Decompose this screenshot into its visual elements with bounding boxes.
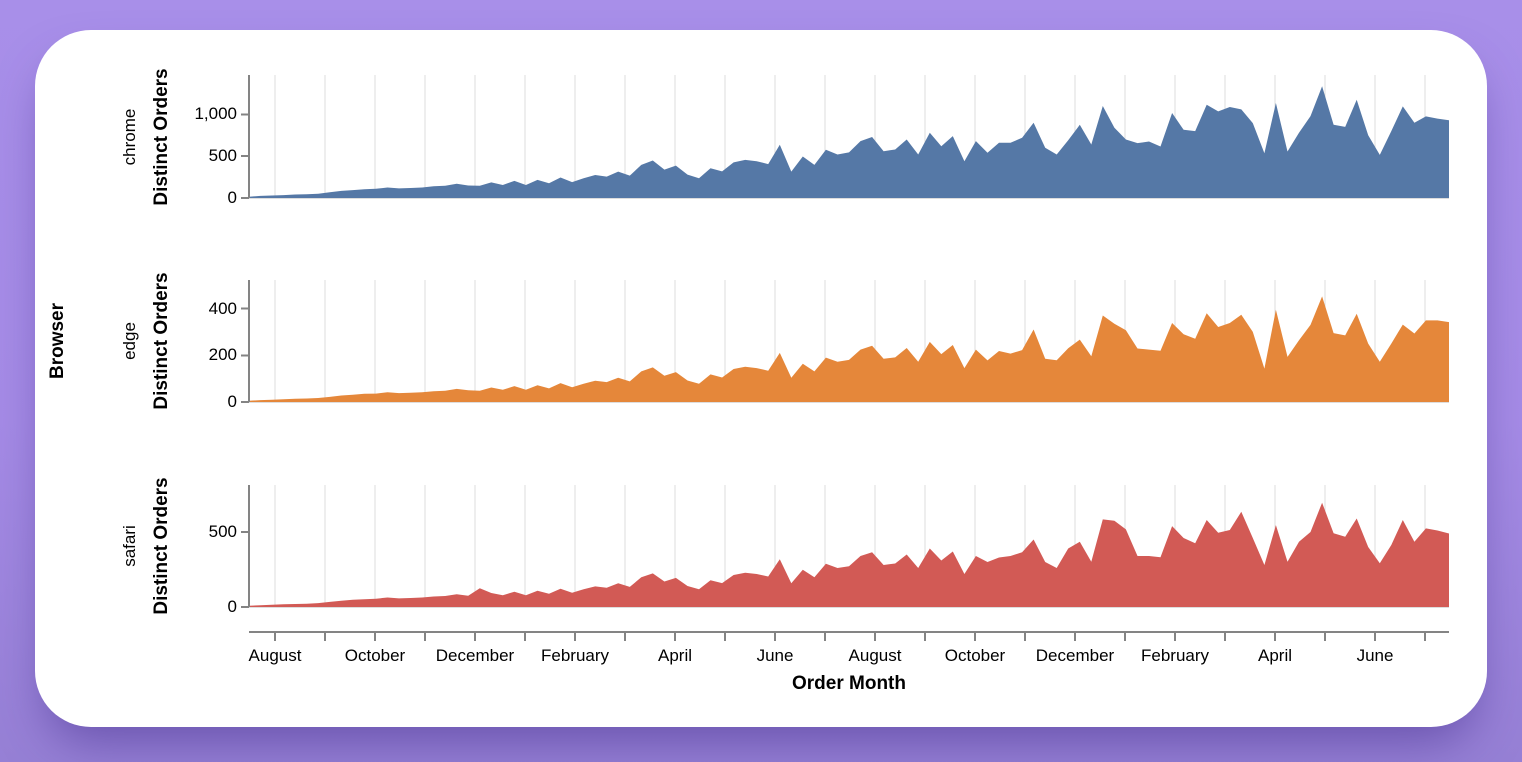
y-axis-title-safari: Distinct Orders [151,477,172,615]
y-axis-title-chrome: Distinct Orders [151,67,172,206]
x-tick-label: June [1356,646,1394,665]
facet-edge [241,280,1449,404]
x-tick-label: August [848,646,902,665]
x-tick-label: June [756,646,794,665]
x-tick-label: February [1140,646,1210,665]
facet-row-label-edge: edge [120,322,139,360]
x-tick-label: December [1035,646,1115,665]
x-tick-label: April [657,646,692,665]
y-tick-label: 0 [227,597,237,616]
x-axis [249,631,1449,641]
area-safari [249,502,1449,607]
y-tick-label: 0 [227,392,237,411]
x-tick-label: October [344,646,406,665]
x-tick-label: December [435,646,515,665]
y-tick-label: 500 [208,521,237,541]
facet-row-label-chrome: chrome [120,108,139,165]
y-tick-label: 0 [227,188,237,207]
facet-safari [241,485,1449,609]
facet-axis-title: Browser [47,302,68,380]
x-tick-label: April [1257,646,1292,665]
x-axis-title: Order Month [792,673,906,694]
y-tick-label: 400 [208,298,237,318]
x-tick-label: February [540,646,610,665]
x-tick-label: August [248,646,302,665]
y-tick-label: 200 [208,345,237,365]
y-tick-label: 500 [208,146,237,166]
x-tick-label: October [944,646,1006,665]
facet-chrome [241,75,1449,200]
y-tick-label: 1,000 [194,104,237,124]
area-edge [249,296,1449,402]
facet-row-label-safari: safari [120,525,139,567]
y-axis-title-edge: Distinct Orders [151,272,172,410]
area-chrome [249,86,1449,198]
